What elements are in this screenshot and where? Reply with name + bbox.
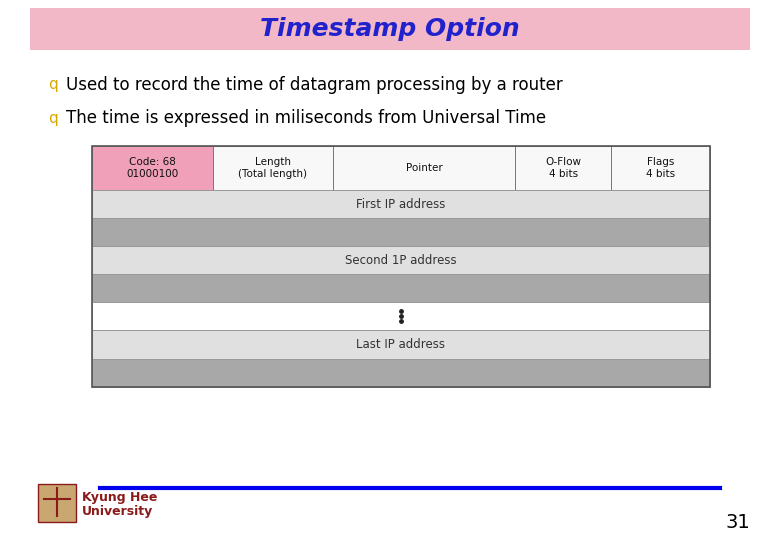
- Bar: [92, 246, 710, 274]
- Bar: [92, 302, 710, 330]
- Text: Used to record the time of datagram processing by a router: Used to record the time of datagram proc…: [66, 76, 562, 94]
- Bar: [30, 8, 750, 50]
- Text: Pointer: Pointer: [406, 163, 442, 173]
- Text: Code: 68
01000100: Code: 68 01000100: [126, 157, 179, 179]
- Text: University: University: [82, 505, 153, 518]
- Bar: [92, 190, 710, 218]
- Bar: [92, 218, 710, 246]
- Text: q: q: [48, 78, 58, 92]
- Bar: [92, 330, 710, 359]
- Bar: [516, 146, 611, 190]
- Bar: [611, 146, 710, 190]
- Text: The time is expressed in miliseconds from Universal Time: The time is expressed in miliseconds fro…: [66, 109, 546, 127]
- Text: Flags
4 bits: Flags 4 bits: [646, 157, 675, 179]
- Text: Length
(Total length): Length (Total length): [238, 157, 307, 179]
- Bar: [92, 146, 710, 387]
- Text: Timestamp Option: Timestamp Option: [261, 17, 519, 41]
- Bar: [92, 359, 710, 387]
- Text: Last IP address: Last IP address: [356, 338, 445, 351]
- Bar: [333, 146, 516, 190]
- Bar: [212, 146, 333, 190]
- Bar: [38, 484, 76, 522]
- Bar: [92, 146, 212, 190]
- Bar: [92, 274, 710, 302]
- Text: q: q: [48, 111, 58, 125]
- Text: First IP address: First IP address: [356, 198, 445, 211]
- Text: Second 1P address: Second 1P address: [345, 254, 457, 267]
- Text: Kyung Hee: Kyung Hee: [82, 490, 158, 503]
- Text: 31: 31: [725, 512, 750, 531]
- Text: O-Flow
4 bits: O-Flow 4 bits: [545, 157, 581, 179]
